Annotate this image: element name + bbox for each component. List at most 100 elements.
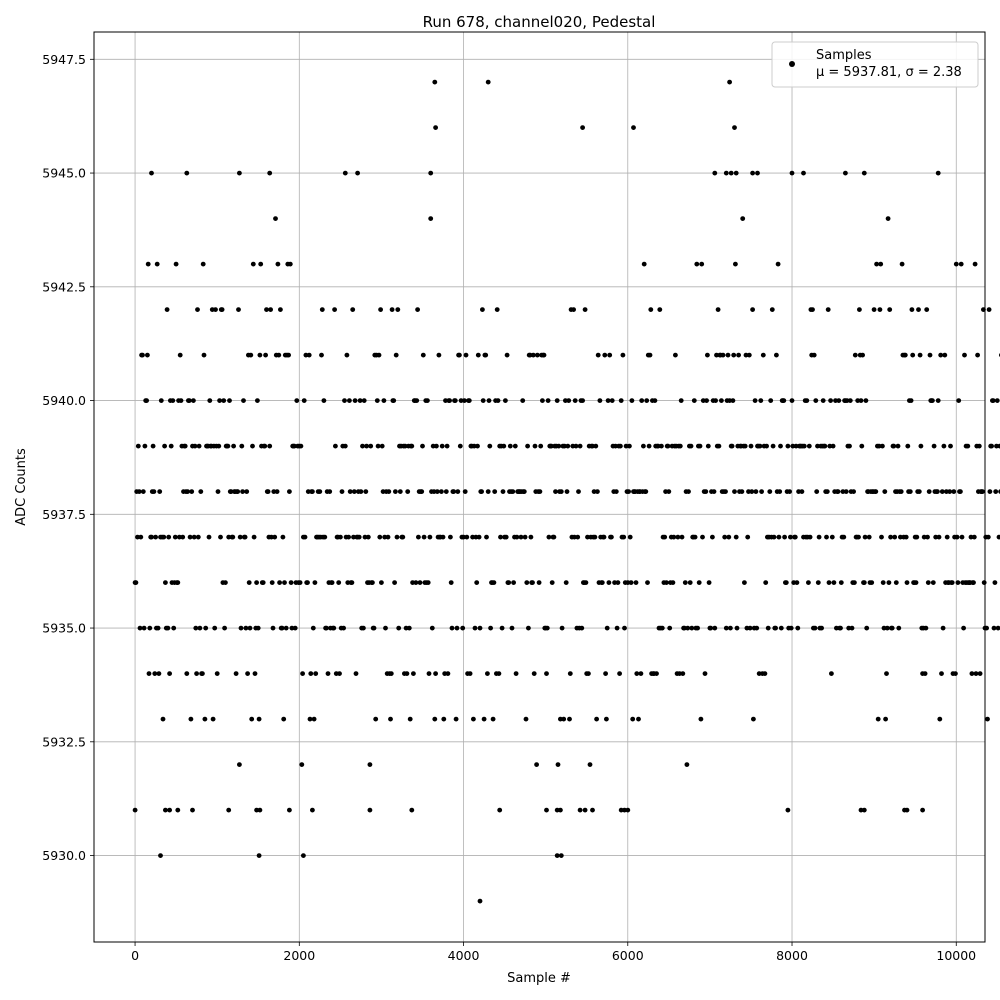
data-point <box>370 580 375 585</box>
data-point <box>793 535 798 540</box>
data-point <box>320 307 325 312</box>
data-point <box>887 307 892 312</box>
data-point <box>282 580 287 585</box>
data-point <box>688 580 693 585</box>
data-point <box>973 262 978 267</box>
data-point <box>491 717 496 722</box>
data-point <box>357 535 362 540</box>
data-point <box>712 489 717 494</box>
data-point <box>286 353 291 358</box>
data-point <box>872 307 877 312</box>
data-point <box>621 535 626 540</box>
data-point <box>372 626 377 631</box>
data-point <box>618 444 623 449</box>
data-point <box>953 671 958 676</box>
data-point <box>227 398 232 403</box>
data-point <box>222 626 227 631</box>
data-point <box>802 444 807 449</box>
data-point <box>754 626 759 631</box>
data-point <box>184 671 189 676</box>
data-point <box>511 580 516 585</box>
data-point <box>555 398 560 403</box>
data-point <box>947 489 952 494</box>
data-point <box>919 444 924 449</box>
data-point <box>605 626 610 631</box>
data-point <box>236 307 241 312</box>
data-point <box>134 580 139 585</box>
data-point <box>501 444 506 449</box>
data-point <box>795 626 800 631</box>
data-point <box>905 444 910 449</box>
data-point <box>147 626 152 631</box>
data-point <box>740 489 745 494</box>
data-point <box>419 489 424 494</box>
data-point <box>636 717 641 722</box>
data-point <box>881 580 886 585</box>
data-point <box>248 626 253 631</box>
data-point <box>710 535 715 540</box>
data-point <box>444 489 449 494</box>
data-point <box>954 262 959 267</box>
data-point <box>377 535 382 540</box>
data-point <box>662 535 667 540</box>
data-point <box>448 535 453 540</box>
data-point <box>829 671 834 676</box>
data-point <box>411 671 416 676</box>
data-point <box>169 444 174 449</box>
data-point <box>831 444 836 449</box>
data-point <box>153 535 158 540</box>
data-point <box>619 398 624 403</box>
data-point <box>428 535 433 540</box>
data-point <box>450 626 455 631</box>
data-point <box>647 444 652 449</box>
data-point <box>819 626 824 631</box>
data-point <box>220 307 225 312</box>
data-point <box>341 626 346 631</box>
data-point <box>337 671 342 676</box>
data-point <box>477 535 482 540</box>
data-point <box>749 444 754 449</box>
data-point <box>926 580 931 585</box>
data-point <box>825 489 830 494</box>
data-point <box>571 307 576 312</box>
data-point <box>141 489 146 494</box>
data-point <box>453 398 458 403</box>
data-point <box>211 717 216 722</box>
data-point <box>503 398 508 403</box>
data-point <box>816 580 821 585</box>
data-point <box>400 535 405 540</box>
data-point <box>174 262 179 267</box>
data-point <box>654 671 659 676</box>
data-point <box>910 307 915 312</box>
data-point <box>699 262 704 267</box>
data-point <box>717 444 722 449</box>
data-point <box>704 398 709 403</box>
data-point <box>196 535 201 540</box>
data-point <box>166 626 171 631</box>
data-point <box>971 580 976 585</box>
data-point <box>700 535 705 540</box>
data-point <box>257 717 262 722</box>
data-point <box>468 671 473 676</box>
data-point <box>575 535 580 540</box>
data-point <box>343 444 348 449</box>
data-point <box>191 398 196 403</box>
data-point <box>878 262 883 267</box>
data-point <box>890 626 895 631</box>
data-point <box>602 353 607 358</box>
data-point <box>743 444 748 449</box>
data-point <box>622 626 627 631</box>
data-point <box>823 444 828 449</box>
data-point <box>475 444 480 449</box>
data-point <box>278 307 283 312</box>
data-point <box>307 353 312 358</box>
data-point <box>302 398 307 403</box>
data-point <box>245 671 250 676</box>
data-point <box>745 535 750 540</box>
data-point <box>832 580 837 585</box>
data-point <box>758 398 763 403</box>
data-point <box>142 626 147 631</box>
data-point <box>485 671 490 676</box>
data-point <box>817 535 822 540</box>
data-point <box>143 444 148 449</box>
